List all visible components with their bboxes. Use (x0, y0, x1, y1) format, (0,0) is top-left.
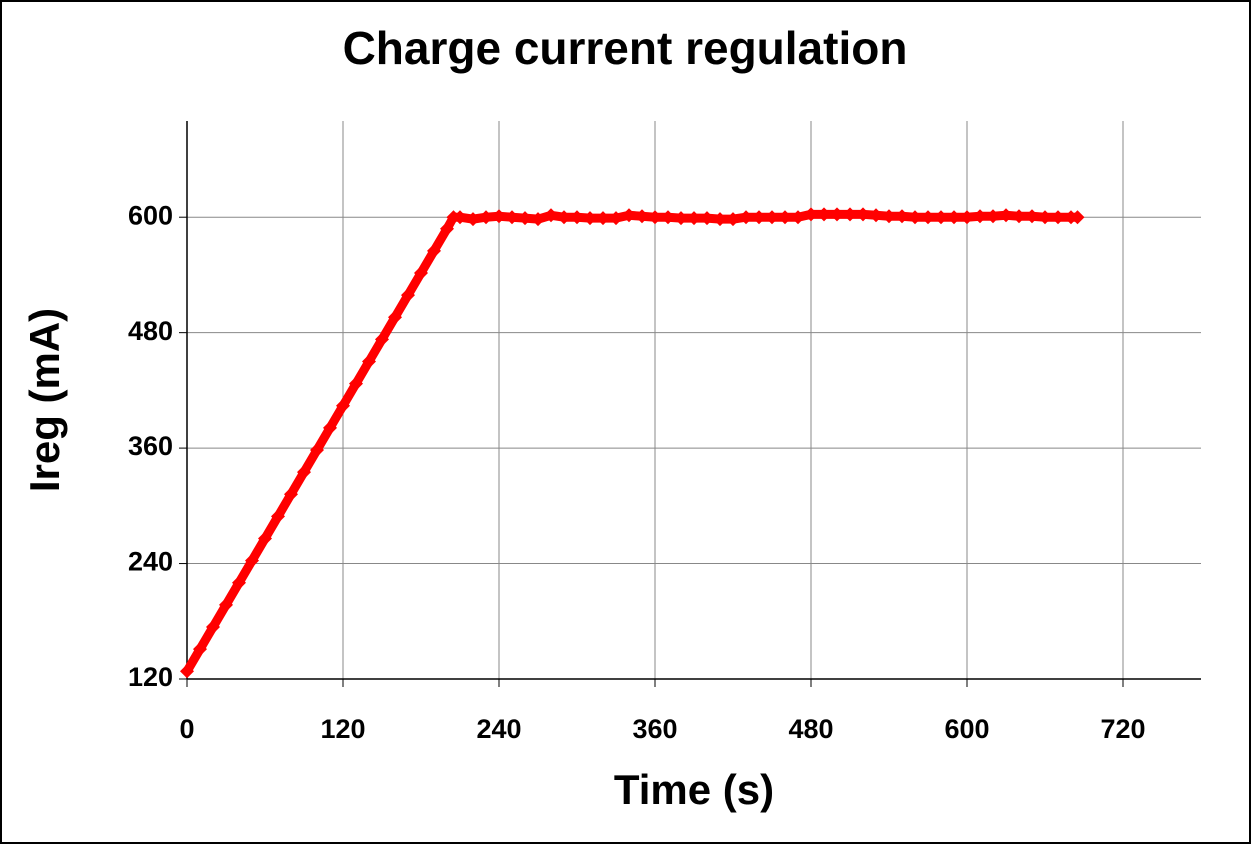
x-tick-label: 600 (944, 714, 989, 744)
data-point (739, 210, 753, 225)
x-tick-label: 480 (788, 714, 833, 744)
data-point (388, 310, 402, 325)
data-point (999, 208, 1013, 223)
data-point (362, 354, 376, 369)
y-tick-label: 600 (128, 200, 173, 230)
data-point (284, 487, 298, 502)
data-point (570, 210, 584, 225)
chart-title: Charge current regulation (343, 22, 908, 74)
data-point (947, 210, 961, 225)
x-tick-label: 720 (1100, 714, 1145, 744)
data-point (830, 207, 844, 222)
data-point (687, 211, 701, 226)
data-point (817, 207, 831, 222)
data-point (193, 642, 207, 657)
data-point (531, 212, 545, 227)
data-point (180, 664, 194, 679)
data-point (440, 221, 454, 236)
data-point (960, 210, 974, 225)
data-point (219, 597, 233, 612)
data-point (297, 465, 311, 480)
data-point (869, 208, 883, 223)
data-point (1070, 210, 1085, 225)
data-point (921, 210, 935, 225)
data-point (375, 332, 389, 347)
data-point (1012, 209, 1026, 224)
data-point (479, 210, 493, 225)
data-point (661, 210, 675, 225)
data-point (596, 211, 610, 226)
data-point (518, 211, 532, 226)
data-point (310, 443, 324, 458)
data-point (856, 207, 870, 222)
data-point (934, 210, 948, 225)
data-point (726, 212, 740, 227)
data-point (414, 266, 428, 281)
data-point (895, 209, 909, 224)
x-tick-label: 120 (320, 714, 365, 744)
data-point (1038, 210, 1052, 225)
y-tick-label: 360 (128, 431, 173, 461)
data-point (778, 210, 792, 225)
data-point (752, 210, 766, 225)
data-point (700, 211, 714, 226)
data-point (401, 288, 415, 303)
data-point (492, 209, 506, 224)
y-tick-label: 240 (128, 547, 173, 577)
data-point (323, 420, 337, 435)
y-tick-label: 480 (128, 316, 173, 346)
data-point (609, 211, 623, 226)
data-point (1025, 209, 1039, 224)
data-point (206, 620, 220, 635)
data-point (843, 207, 857, 222)
data-point (973, 209, 987, 224)
data-point (765, 210, 779, 225)
data-point (635, 209, 649, 224)
data-point (1051, 210, 1065, 225)
data-point (271, 509, 285, 524)
y-axis-label: Ireg (mA) (21, 308, 68, 492)
data-point (453, 210, 467, 225)
data-point (245, 553, 259, 568)
data-point (674, 211, 688, 226)
data-point (557, 210, 571, 225)
x-tick-label: 360 (632, 714, 677, 744)
x-tick-label: 0 (179, 714, 194, 744)
data-point (349, 376, 363, 391)
x-tick-label: 240 (476, 714, 521, 744)
data-point (908, 210, 922, 225)
data-point (427, 243, 441, 258)
data-point (791, 210, 805, 225)
data-point (258, 531, 272, 546)
data-point (336, 398, 350, 413)
data-point (622, 208, 636, 223)
y-tick-label: 120 (128, 662, 173, 692)
data-point (713, 212, 727, 227)
data-point (986, 209, 1000, 224)
data-point (232, 575, 246, 590)
data-point (505, 210, 519, 225)
data-point (583, 211, 597, 226)
data-point (466, 212, 480, 227)
data-point (804, 207, 818, 222)
x-axis-label: Time (s) (614, 766, 774, 813)
data-point (882, 209, 896, 224)
data-point (544, 208, 558, 223)
data-point (648, 210, 662, 225)
